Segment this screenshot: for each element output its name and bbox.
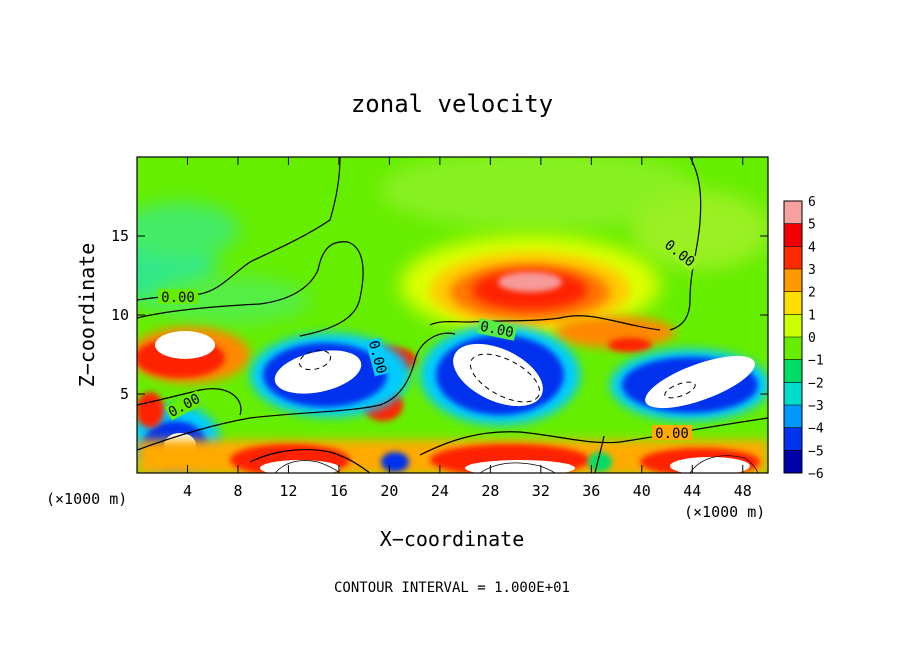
colorbar-swatch xyxy=(784,382,802,405)
y-tick-label: 10 xyxy=(111,306,129,324)
x-tick-label: 48 xyxy=(734,482,752,500)
colorbar-swatch xyxy=(784,246,802,269)
contour-line xyxy=(429,315,661,331)
field-blob xyxy=(645,355,755,409)
contour-line xyxy=(469,353,541,403)
contour-label-bg xyxy=(365,337,390,377)
x-axis: 4 8 12 16 20 24 28 32 36 40 44 48 xyxy=(183,157,752,500)
x-tick-label: 4 xyxy=(183,482,192,500)
colorbar-swatch xyxy=(784,405,802,428)
colorbar-swatch xyxy=(784,450,802,473)
x-tick-label: 20 xyxy=(380,482,398,500)
field-blob xyxy=(137,392,164,428)
z-axis-unit: (×1000 m) xyxy=(46,490,127,508)
x-tick-label: 44 xyxy=(683,482,701,500)
colorbar-swatch xyxy=(784,337,802,360)
contour-thin xyxy=(274,455,759,473)
field-blob xyxy=(274,350,362,394)
contour-label-bg xyxy=(158,289,198,304)
colorbar-swatch xyxy=(784,269,802,292)
contour-label: 0.00 xyxy=(479,319,515,342)
contour-line xyxy=(137,388,242,416)
colorbar-label: 5 xyxy=(808,218,816,233)
y-axis-label: Z−coordinate xyxy=(75,243,99,388)
x-tick-label: 32 xyxy=(532,482,550,500)
colorbar-label: −4 xyxy=(808,422,824,437)
colorbar-label: 4 xyxy=(808,240,816,255)
contour-line xyxy=(274,460,341,473)
field-blob xyxy=(588,452,612,472)
x-tick-label: 12 xyxy=(279,482,297,500)
colorbar-swatch xyxy=(784,359,802,383)
colorbar-label: −2 xyxy=(808,376,824,391)
colorbar-swatch xyxy=(784,427,802,451)
y-tick-label: 15 xyxy=(111,227,129,245)
contour-label: 0.00 xyxy=(161,290,195,306)
contour-line xyxy=(479,462,556,473)
contour-line xyxy=(664,381,696,399)
contour-line xyxy=(137,241,364,337)
field-blob xyxy=(155,331,215,359)
x-tick-label: 24 xyxy=(431,482,449,500)
colorbar-label: 0 xyxy=(808,331,816,346)
colorbar-label: 3 xyxy=(808,263,816,278)
x-tick-label: 40 xyxy=(633,482,651,500)
colorbar-label: −5 xyxy=(808,444,824,459)
colorbar-swatch xyxy=(784,314,802,337)
field-blob xyxy=(150,275,310,325)
contour-line xyxy=(689,455,759,473)
contour-line xyxy=(298,349,332,371)
x-tick-label: 28 xyxy=(481,482,499,500)
colorbar-label: 2 xyxy=(808,286,816,301)
contour-label-bg xyxy=(652,425,692,440)
y-tick-label: 5 xyxy=(120,385,129,403)
field-blob xyxy=(608,338,652,352)
chart-title: zonal velocity xyxy=(351,90,553,118)
contour-dashed xyxy=(298,349,696,403)
colorbar-label: 1 xyxy=(808,308,816,323)
field-blob xyxy=(260,460,340,473)
x-axis-label: X−coordinate xyxy=(380,527,525,551)
contour-label-bg xyxy=(659,235,701,272)
field-blob xyxy=(380,157,700,230)
contour-label: 0.00 xyxy=(655,426,689,442)
field-blob xyxy=(381,452,409,472)
field-blob xyxy=(465,460,575,473)
x-tick-label: 36 xyxy=(582,482,600,500)
x-tick-label: 8 xyxy=(233,482,242,500)
field-blob xyxy=(670,457,750,473)
colorbar-label: −1 xyxy=(808,354,824,369)
x-tick-label: 16 xyxy=(330,482,348,500)
colorbar-label: −3 xyxy=(808,399,824,414)
colorbar-label: −6 xyxy=(808,467,824,482)
contour-label-bg xyxy=(164,390,204,421)
contour-line xyxy=(137,332,456,451)
y-axis: 5 10 15 xyxy=(111,227,768,403)
colorbar-label: 6 xyxy=(808,195,816,210)
contour-line xyxy=(594,435,605,473)
contour-interval-text: CONTOUR INTERVAL = 1.000E+01 xyxy=(334,580,570,596)
heatmap-field xyxy=(137,157,768,473)
field-blob xyxy=(630,190,768,270)
field-blob xyxy=(137,202,240,258)
field-blob xyxy=(453,343,543,407)
contour-label-bg xyxy=(476,318,518,341)
colorbar-swatch xyxy=(784,223,802,247)
contour-line xyxy=(249,449,371,473)
field-blob xyxy=(498,272,562,292)
colorbar-swatch xyxy=(784,291,802,315)
colorbar-swatch xyxy=(784,201,802,224)
colorbar: 6 5 4 3 2 1 0 −1 −2 −3 −4 −5 −6 xyxy=(783,195,824,482)
x-axis-unit: (×1000 m) xyxy=(684,503,765,521)
